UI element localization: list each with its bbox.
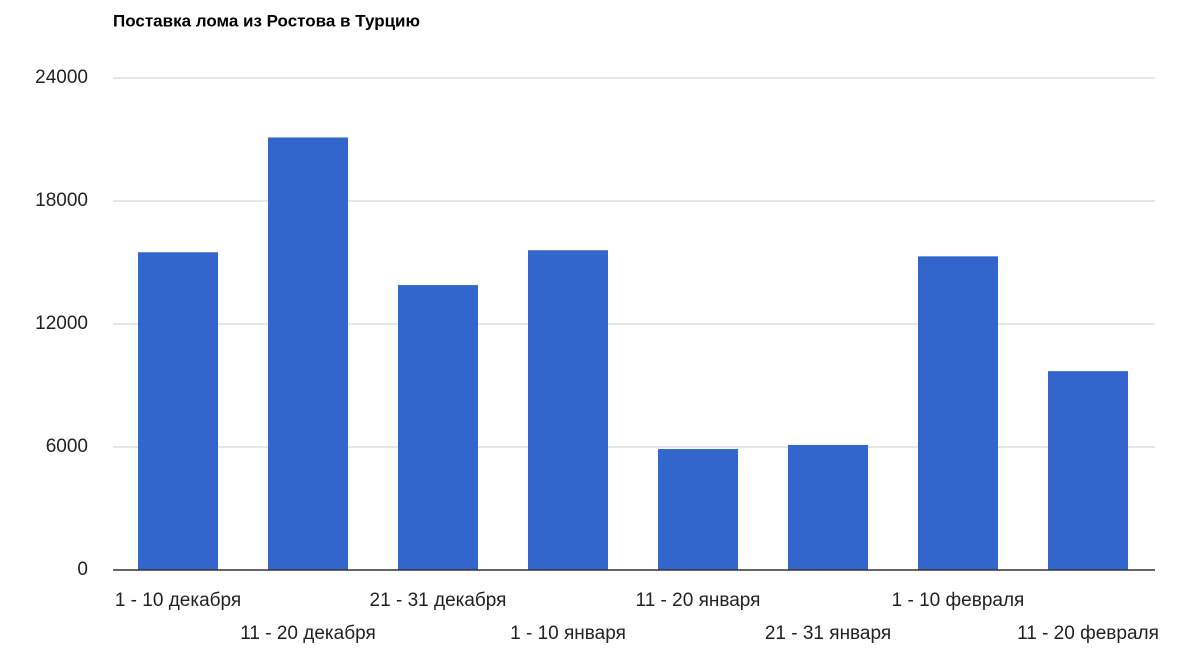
- bar: [918, 256, 998, 570]
- x-tick-label: 11 - 20 февраля: [1017, 623, 1159, 644]
- bar: [658, 449, 738, 570]
- bar: [528, 250, 608, 570]
- y-tick-label: 24000: [35, 67, 88, 88]
- x-tick-label: 1 - 10 января: [510, 623, 626, 644]
- y-tick-label: 6000: [46, 436, 88, 457]
- x-tick-label: 21 - 31 декабря: [370, 590, 507, 611]
- y-tick-label: 12000: [35, 313, 88, 334]
- bar: [268, 137, 348, 570]
- x-tick-label: 21 - 31 января: [765, 623, 891, 644]
- chart-title: Поставка лома из Ростова в Турцию: [113, 11, 420, 30]
- bar: [398, 285, 478, 570]
- x-tick-label: 1 - 10 февраля: [892, 590, 1025, 611]
- x-tick-label: 11 - 20 января: [636, 590, 761, 611]
- bar: [1048, 371, 1128, 570]
- y-tick-label: 0: [77, 559, 88, 580]
- y-tick-label: 18000: [35, 190, 88, 211]
- x-tick-label: 11 - 20 декабря: [240, 623, 376, 644]
- bar: [788, 444, 868, 570]
- bar: [138, 252, 218, 570]
- x-tick-label: 1 - 10 декабря: [115, 590, 241, 611]
